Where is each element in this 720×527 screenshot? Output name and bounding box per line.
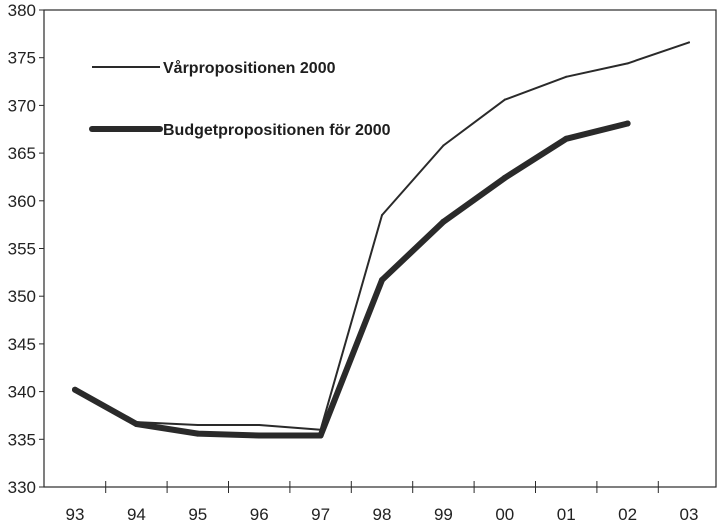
data-point-series-0 [503,98,506,101]
data-point-series-0 [258,423,261,426]
series-lines [72,41,690,439]
x-tick-label: 97 [311,505,330,524]
y-tick-label: 380 [8,1,36,20]
data-point-series-0 [381,214,383,217]
y-tick-label: 330 [8,478,36,497]
x-tick-label: 94 [127,505,146,524]
legend-label-series-1: Budgetpropositionen för 2000 [163,122,391,139]
y-tick-label: 355 [8,240,36,259]
data-point-series-1 [379,276,385,283]
x-axis-ticks: 93 94 95 96 97 98 99 00 01 02 03 [66,481,699,524]
x-tick-label: 93 [66,505,85,524]
data-point-series-1 [501,174,508,181]
x-tick-label: 00 [495,505,514,524]
plot-frame [43,9,717,488]
data-point-series-1 [256,432,263,439]
data-point-series-0 [688,41,690,44]
x-tick-label: 96 [250,505,269,524]
y-tick-label: 365 [8,144,36,163]
data-point-series-0 [196,423,199,426]
data-point-series-0 [565,75,568,78]
series-line-0 [74,41,690,431]
data-point-series-0 [442,144,445,147]
legend: Vårpropositionen 2000 Budgetpropositione… [89,59,391,139]
data-point-series-1 [563,135,570,142]
y-tick-label: 340 [8,383,36,402]
x-tick-label: 02 [618,505,637,524]
y-axis-ticks: 330 335 340 345 350 355 360 365 370 375 380 [8,1,44,497]
data-point-series-1 [194,430,201,437]
x-tick-label: 98 [373,505,392,524]
x-tick-label: 99 [434,505,453,524]
y-tick-label: 370 [8,96,36,115]
x-tick-label: 95 [188,505,207,524]
y-tick-label: 335 [8,430,36,449]
data-point-series-1 [317,432,324,439]
data-point-series-0 [626,62,629,65]
y-tick-label: 345 [8,335,36,354]
y-tick-label: 350 [8,287,36,306]
y-tick-label: 360 [8,192,36,211]
series-line-1 [72,120,631,439]
data-point-series-1 [133,421,140,428]
x-tick-label: 03 [680,505,699,524]
data-point-series-1 [440,218,447,225]
axes [43,9,717,488]
legend-label-series-0: Vårpropositionen 2000 [163,59,336,77]
y-tick-label: 375 [8,49,36,68]
data-point-series-1 [624,120,631,127]
x-tick-label: 01 [557,505,576,524]
data-point-series-1 [72,386,78,393]
